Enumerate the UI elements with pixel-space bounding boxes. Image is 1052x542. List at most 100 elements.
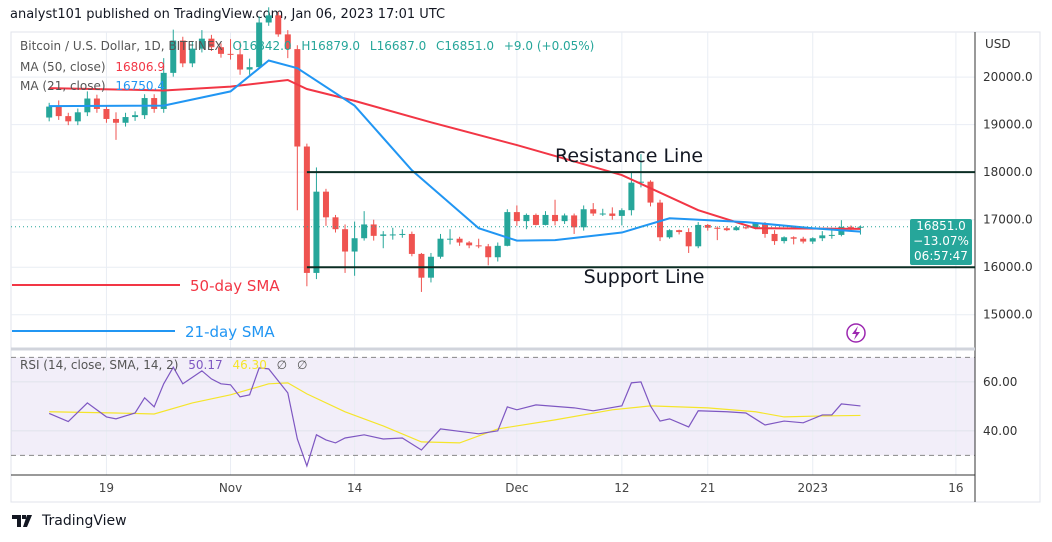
candle-body[interactable] [456, 238, 463, 243]
candle-body[interactable] [723, 228, 730, 231]
candle-body[interactable] [647, 181, 654, 203]
candle-body[interactable] [580, 209, 587, 228]
candle-body[interactable] [628, 182, 635, 211]
candle-body[interactable] [657, 202, 664, 238]
candle-body[interactable] [847, 226, 854, 228]
lightning-icon[interactable] [846, 323, 866, 343]
last-price-label: 16851.0 −13.07% 06:57:47 [910, 219, 972, 265]
candle-body[interactable] [685, 232, 692, 247]
candle-body[interactable] [571, 215, 578, 228]
candle-body[interactable] [752, 223, 759, 228]
x-tick-label: 21 [700, 481, 715, 495]
candle-body[interactable] [513, 212, 520, 222]
candle-body[interactable] [55, 106, 62, 117]
candle-body[interactable] [303, 146, 310, 273]
lightning-icon-bolt [852, 326, 860, 340]
candle-body[interactable] [237, 54, 244, 70]
ohlc-open: O16842.0 [232, 39, 292, 53]
candle-body[interactable] [151, 98, 158, 109]
candle-body[interactable] [800, 238, 807, 242]
candle-body[interactable] [380, 234, 387, 236]
candle-body[interactable] [809, 238, 816, 242]
candle-body[interactable] [666, 230, 673, 238]
candle-body[interactable] [857, 226, 864, 228]
rsi-label: RSI (14, close, SMA, 14, 2) [20, 358, 179, 372]
candle-body[interactable] [618, 210, 625, 216]
tradingview-logo[interactable]: TradingView [12, 513, 127, 529]
ma50-legend[interactable]: MA (50, close) 16806.9 [20, 60, 171, 74]
candle-body[interactable] [733, 227, 740, 231]
candle-body[interactable] [466, 242, 473, 246]
candle-body[interactable] [504, 212, 511, 246]
candle-body[interactable] [122, 117, 129, 123]
candle-body[interactable] [170, 40, 177, 73]
y-tick-label: 16000.0 [983, 260, 1033, 274]
candle-body[interactable] [342, 229, 349, 252]
candle-body[interactable] [46, 106, 53, 118]
candle-body[interactable] [389, 234, 396, 236]
candle-body[interactable] [284, 34, 291, 50]
candle-body[interactable] [217, 47, 224, 54]
candle-body[interactable] [93, 98, 100, 109]
legend-label-50: 50-day SMA [190, 277, 280, 295]
candle-body[interactable] [256, 22, 263, 68]
candle-body[interactable] [103, 108, 110, 119]
candle-body[interactable] [313, 191, 320, 273]
rsi-extra-2: ∅ [296, 358, 308, 372]
candle-body[interactable] [189, 48, 196, 64]
candle-body[interactable] [112, 118, 119, 123]
candle-body[interactable] [609, 213, 616, 216]
candle-body[interactable] [771, 233, 778, 242]
candle-body[interactable] [561, 215, 568, 222]
chart[interactable]: 19 Nov 14 Dec 12 21 2023 16 20000.0 19000.0 18000.… [0, 0, 1052, 510]
ohlc-change: +9.0 (+0.05%) [503, 39, 595, 53]
candle-body[interactable] [676, 230, 683, 233]
candle-body[interactable] [485, 246, 492, 258]
candle-body[interactable] [132, 115, 139, 118]
candle-body[interactable] [590, 209, 597, 214]
candle-body[interactable] [523, 214, 530, 222]
candle-body[interactable] [418, 253, 425, 278]
candle-body[interactable] [742, 227, 749, 229]
candle-body[interactable] [294, 49, 301, 147]
candle-body[interactable] [828, 234, 835, 236]
candle-body[interactable] [532, 214, 539, 225]
candle-body[interactable] [599, 213, 606, 215]
candle-body[interactable] [437, 238, 444, 257]
y-tick-label: 18000.0 [983, 165, 1033, 179]
candle-body[interactable] [351, 238, 358, 252]
candle-body[interactable] [361, 224, 368, 239]
candle-body[interactable] [494, 245, 501, 258]
candle-body[interactable] [246, 67, 253, 70]
candle-body[interactable] [275, 15, 282, 35]
candle-body[interactable] [74, 112, 81, 122]
candle-body[interactable] [265, 15, 272, 23]
candle-body[interactable] [370, 224, 377, 236]
candle-body[interactable] [227, 53, 234, 55]
candle-body[interactable] [819, 235, 826, 239]
rsi-legend[interactable]: RSI (14, close, SMA, 14, 2) 50.17 46.30 … [20, 358, 313, 372]
candle-body[interactable] [637, 181, 644, 183]
ma21-legend[interactable]: MA (21, close) 16750.4 [20, 79, 171, 93]
candle-body[interactable] [179, 40, 186, 64]
candle-body[interactable] [790, 237, 797, 239]
candle-body[interactable] [198, 38, 205, 49]
candle-body[interactable] [399, 233, 406, 235]
rsi-value: 50.17 [188, 358, 223, 372]
rsi-tick-label: 40.00 [983, 424, 1017, 438]
candle-body[interactable] [208, 38, 215, 48]
candle-body[interactable] [65, 116, 72, 122]
ohlc-close: C16851.0 [436, 39, 495, 53]
ma21-label: MA (21, close) [20, 79, 106, 93]
candle-body[interactable] [322, 191, 329, 218]
ma21-value: 16750.4 [115, 79, 165, 93]
candle-body[interactable] [475, 245, 482, 247]
candle-body[interactable] [408, 233, 415, 254]
candle-body[interactable] [714, 227, 721, 229]
candle-body[interactable] [781, 237, 788, 242]
candle-body[interactable] [332, 217, 339, 230]
candle-body[interactable] [447, 238, 454, 240]
candle-body[interactable] [552, 214, 559, 222]
candle-body[interactable] [695, 224, 702, 247]
candle-body[interactable] [542, 214, 549, 225]
